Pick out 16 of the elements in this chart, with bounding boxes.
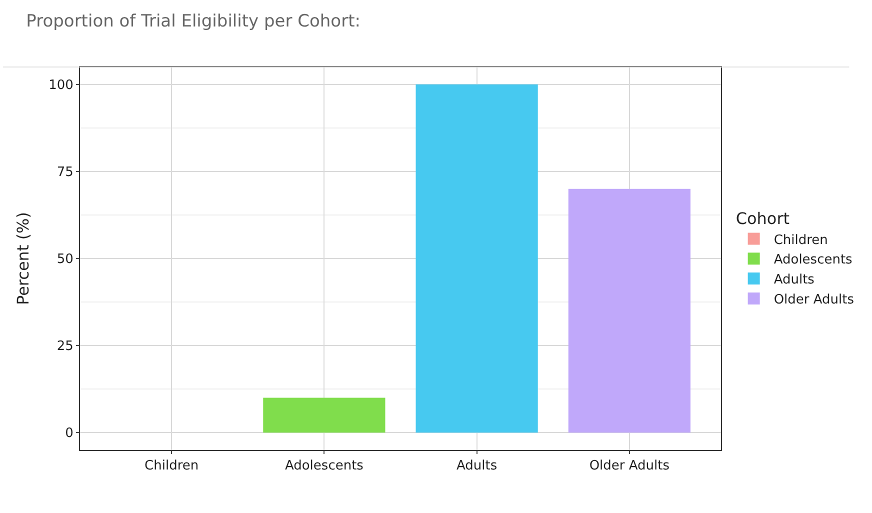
legend-label: Older Adults	[774, 292, 854, 308]
y-tick-label: 100	[48, 78, 74, 93]
x-tick-label: Older Adults	[589, 458, 670, 474]
legend-label: Adolescents	[774, 252, 853, 268]
y-tick-label: 25	[56, 339, 74, 354]
x-tick-label: Adults	[456, 458, 498, 474]
chart-title: Proportion of Trial Eligibility per Cohort:	[26, 11, 360, 32]
legend-label: Adults	[774, 272, 815, 288]
x-tick-label: Adolescents	[284, 458, 364, 474]
y-axis-title: Percent (%)	[13, 212, 32, 305]
legend-label: Children	[774, 232, 828, 248]
y-tick-label: 50	[56, 252, 74, 268]
legend-title: Cohort	[736, 208, 790, 228]
y-tick-label: 75	[56, 165, 74, 180]
x-tick-label: Children	[144, 458, 199, 474]
y-tick-label: 0	[65, 426, 74, 442]
